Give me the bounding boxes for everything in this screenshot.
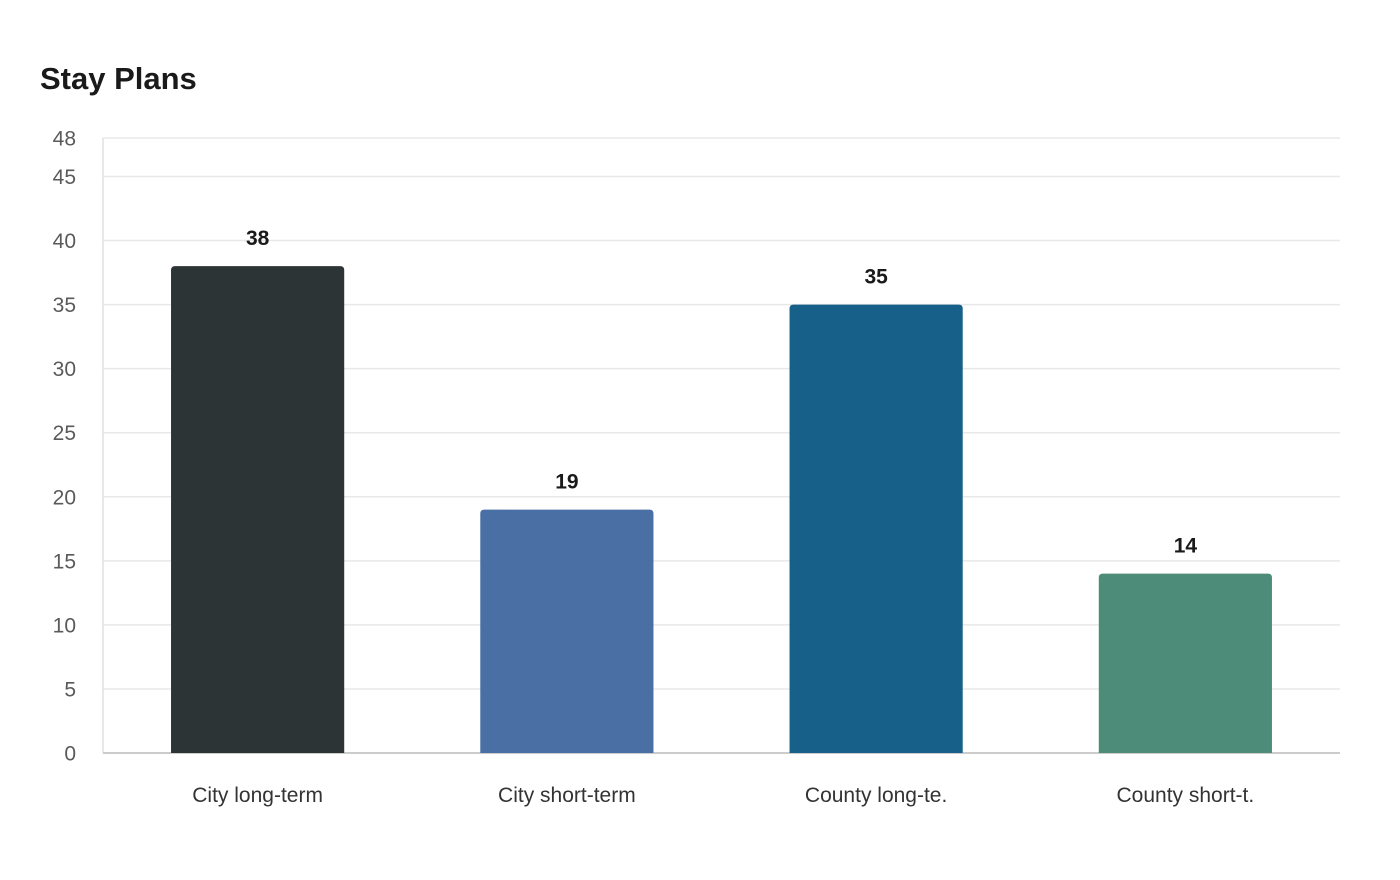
x-category-label: County short-t.: [1117, 784, 1255, 807]
bar-county-long-te: [789, 304, 963, 753]
bar-county-short-t: [1098, 573, 1272, 753]
y-tick-label: 25: [53, 422, 76, 445]
x-category-label: City short-term: [498, 784, 636, 807]
bar-city-short-term: [480, 509, 654, 753]
bar-value-label: 14: [1174, 535, 1198, 558]
y-tick-labels: 0 5 10 15 20 25 30 35 40 45 48: [53, 128, 76, 766]
y-tick-label: 45: [53, 166, 76, 189]
y-tick-label: 0: [64, 743, 76, 766]
y-tick-label: 35: [53, 294, 76, 317]
y-tick-label: 40: [53, 230, 76, 253]
y-tick-label: 20: [53, 486, 76, 509]
x-category-label: City long-term: [192, 784, 323, 807]
y-tick-label: 30: [53, 358, 76, 381]
x-category-label: County long-te.: [805, 784, 947, 807]
category-labels: City long-term City short-term County long…: [192, 784, 1254, 807]
y-tick-label: 10: [53, 614, 76, 637]
bar-value-label: 35: [864, 266, 888, 289]
y-tick-label: 5: [64, 678, 76, 701]
bar-value-label: 38: [246, 227, 270, 250]
bars: [171, 266, 1272, 753]
value-labels: 38 19 35 14: [246, 227, 1197, 558]
bar-value-label: 19: [555, 471, 578, 494]
bar-city-long-term: [171, 266, 345, 753]
y-tick-label: 15: [53, 550, 76, 573]
chart-title: Stay Plans: [40, 61, 197, 96]
y-tick-label: 48: [53, 128, 76, 151]
